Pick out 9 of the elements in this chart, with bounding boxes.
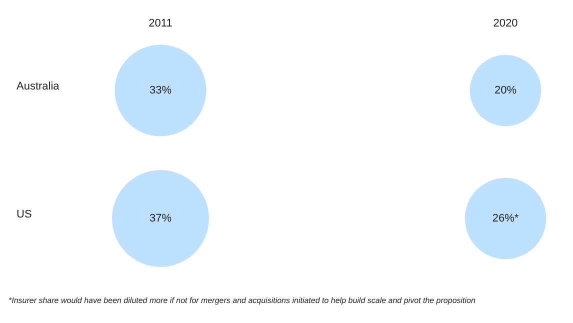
category-label: 2020	[493, 18, 518, 30]
category-label: US	[16, 208, 32, 220]
data-label: 37%	[149, 212, 172, 224]
category-label: 2011	[148, 18, 172, 30]
category-label: Australia	[16, 80, 60, 92]
data-label: 20%	[494, 84, 517, 96]
data-label: 26%*	[492, 212, 520, 224]
data-label: 33%	[149, 84, 172, 96]
text: *Insurer share would have been diluted more if not for mergers and acquisitions initiated to help build scale and pivot the proposition	[8, 296, 476, 305]
